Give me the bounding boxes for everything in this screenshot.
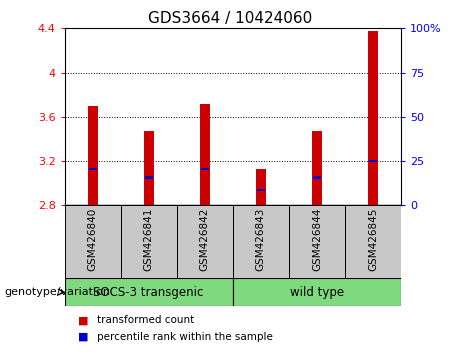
FancyBboxPatch shape	[233, 278, 401, 306]
Text: transformed count: transformed count	[97, 315, 194, 325]
Bar	[313, 176, 321, 179]
FancyBboxPatch shape	[121, 205, 177, 278]
Bar	[257, 189, 265, 191]
Bar	[144, 131, 154, 205]
Text: GDS3664 / 10424060: GDS3664 / 10424060	[148, 11, 313, 25]
FancyBboxPatch shape	[233, 205, 289, 278]
Text: genotype/variation: genotype/variation	[5, 287, 111, 297]
Text: wild type: wild type	[290, 286, 344, 298]
FancyBboxPatch shape	[177, 205, 233, 278]
Bar	[312, 131, 322, 205]
Text: GSM426841: GSM426841	[144, 207, 154, 271]
Text: SOCS-3 transgenic: SOCS-3 transgenic	[94, 286, 204, 298]
Bar	[200, 104, 210, 205]
FancyBboxPatch shape	[65, 278, 233, 306]
Bar	[369, 160, 377, 162]
Text: percentile rank within the sample: percentile rank within the sample	[97, 332, 273, 342]
Bar	[201, 167, 209, 170]
Text: GSM426844: GSM426844	[312, 207, 322, 271]
Text: GSM426840: GSM426840	[88, 207, 98, 271]
Bar	[145, 176, 153, 179]
FancyBboxPatch shape	[65, 205, 121, 278]
Bar	[256, 169, 266, 205]
Bar	[88, 106, 98, 205]
FancyBboxPatch shape	[289, 205, 345, 278]
Text: ■: ■	[78, 315, 89, 325]
Bar	[368, 30, 378, 205]
Text: ■: ■	[78, 332, 89, 342]
FancyBboxPatch shape	[345, 205, 401, 278]
Text: GSM426845: GSM426845	[368, 207, 378, 271]
Text: GSM426842: GSM426842	[200, 207, 210, 271]
Text: GSM426843: GSM426843	[256, 207, 266, 271]
Bar	[89, 167, 96, 170]
